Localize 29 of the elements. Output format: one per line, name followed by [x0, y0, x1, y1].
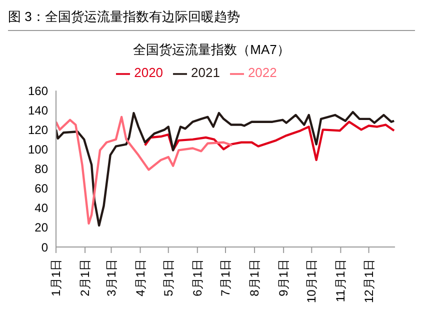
x-tick-label: 9月1日	[276, 259, 291, 296]
y-tick-label: 140	[28, 103, 48, 118]
y-tick-label: 100	[28, 142, 48, 156]
legend-label: 2022	[248, 65, 277, 80]
legend-label: 2021	[191, 65, 220, 80]
x-tick-label: 8月1日	[248, 259, 262, 296]
y-tick-label: 80	[34, 162, 48, 176]
x-tick-label: 2月1日	[78, 259, 92, 296]
chart-title: 图 3：全国货运流量指数有边际回暖趋势	[8, 8, 415, 31]
y-tick-label: 120	[28, 122, 48, 137]
y-tick-label: 160	[28, 84, 48, 98]
line-series	[144, 120, 395, 162]
legend-label: 2020	[134, 65, 164, 80]
y-tick-label: 20	[34, 220, 48, 235]
line-series	[56, 110, 395, 227]
x-tick-label: 11月1日	[334, 259, 348, 302]
chart-subtitle: 全国货运流量指数（MA7）	[132, 41, 291, 59]
x-tick-label: 5月1日	[161, 259, 176, 296]
x-tick-label: 1月1日	[49, 259, 63, 296]
y-tick-label: 0	[41, 240, 48, 254]
x-tick-label: 4月1日	[133, 259, 148, 296]
x-tick-label: 7月1日	[218, 259, 232, 296]
y-tick-label: 40	[34, 201, 48, 216]
line-series	[56, 116, 234, 225]
x-tick-label: 3月1日	[104, 259, 118, 296]
x-tick-label: 6月1日	[190, 259, 204, 296]
y-tick-label: 60	[34, 182, 48, 196]
x-tick-label: 10月1日	[304, 259, 319, 304]
x-tick-label: 12月1日	[362, 259, 376, 304]
